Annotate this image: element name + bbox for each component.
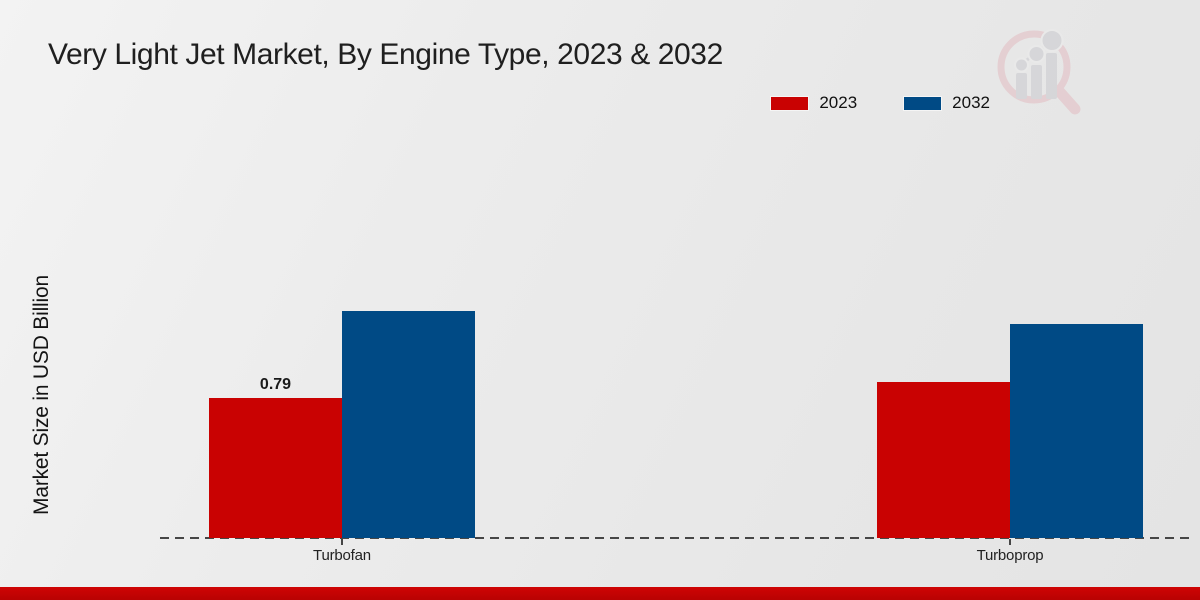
magnifier-bar-chart-logo: [997, 29, 1081, 115]
logo-bar-short: [1016, 73, 1027, 99]
bar-2023-turbofan: [209, 398, 342, 538]
logo-bar-medium: [1031, 65, 1042, 99]
logo-trend-dot-medium: [1027, 45, 1046, 63]
x-axis-baseline: [160, 537, 1192, 539]
bar-2032-turboprop: [1010, 324, 1143, 538]
chart-title: Very Light Jet Market, By Engine Type, 2…: [48, 38, 723, 71]
logo-bar-tall: [1046, 53, 1057, 99]
x-axis-tick: [1009, 539, 1011, 545]
logo-trend-dot-large: [1040, 29, 1064, 52]
category-label-turbofan: Turbofan: [313, 547, 371, 564]
legend: 2023 2032: [770, 93, 990, 113]
bar-2032-turbofan: [342, 311, 475, 538]
legend-label: 2023: [819, 93, 858, 112]
footer-accent-bar: [0, 587, 1200, 600]
legend-swatch-2032: [903, 95, 943, 111]
legend-item-2032: 2032: [903, 93, 990, 113]
bar-2023-turboprop: [877, 382, 1010, 538]
category-label-turboprop: Turboprop: [976, 547, 1044, 564]
logo-trend-dot-small: [1014, 57, 1029, 73]
logo-magnifier-ring: [997, 30, 1071, 104]
bar-value-label: 0.79: [259, 376, 292, 393]
x-axis-tick: [341, 539, 343, 545]
legend-label: 2032: [952, 93, 990, 112]
legend-swatch-2023: [770, 95, 810, 111]
legend-item-2023: 2023: [770, 93, 857, 113]
logo-magnifier-handle: [1053, 85, 1081, 115]
